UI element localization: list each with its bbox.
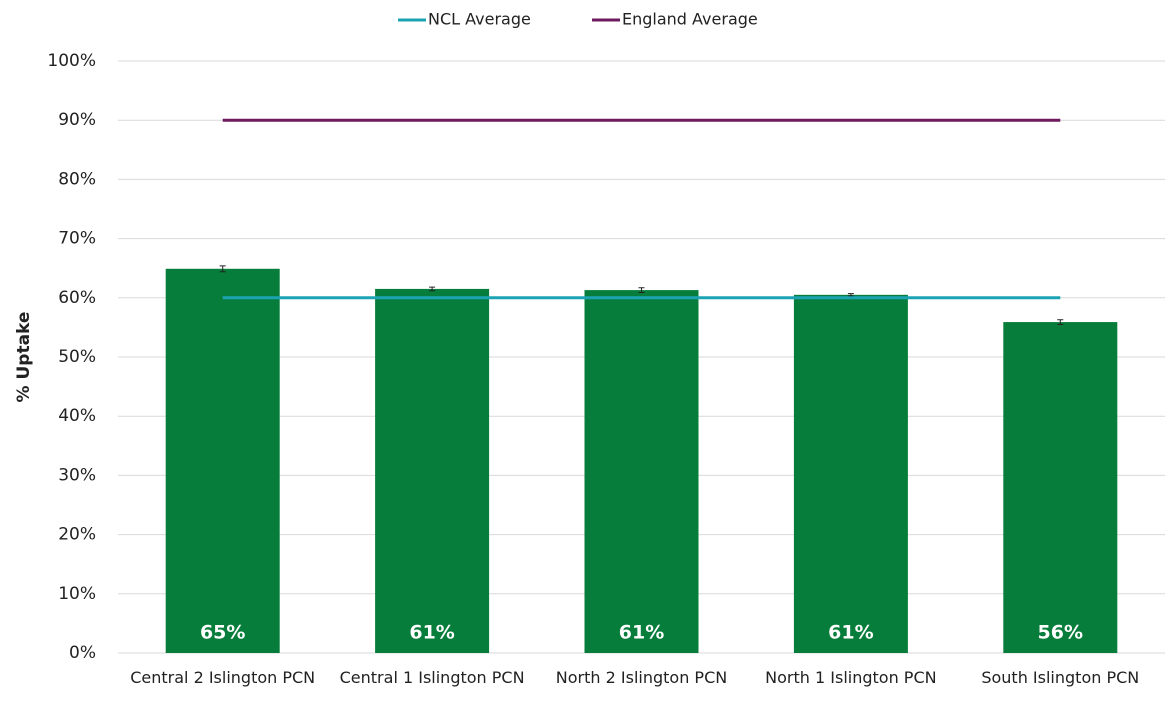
error-bar <box>1057 319 1064 325</box>
bar <box>1003 322 1118 653</box>
y-tick-label: 80% <box>58 169 96 189</box>
y-tick-label: 30% <box>58 465 96 485</box>
bar <box>375 288 490 653</box>
value-label: 61% <box>619 622 664 644</box>
error-bar <box>847 293 854 297</box>
legend-label: England Average <box>622 10 758 29</box>
bar <box>584 290 699 653</box>
y-tick-label: 90% <box>58 110 96 130</box>
error-bar <box>638 287 645 293</box>
x-tick-label: North 1 Islington PCN <box>765 668 937 687</box>
y-axis-label: % Uptake <box>14 312 34 403</box>
x-tick-label: North 2 Islington PCN <box>555 668 728 687</box>
y-tick-label: 70% <box>58 229 96 249</box>
x-tick-label: Central 1 Islington PCN <box>339 668 525 687</box>
y-tick-label: 10% <box>58 584 96 604</box>
value-label: 56% <box>1038 622 1083 644</box>
y-tick-label: 100% <box>47 51 96 71</box>
value-label: 65% <box>200 622 245 644</box>
error-bar <box>219 265 226 273</box>
bar <box>793 294 908 653</box>
value-label: 61% <box>409 622 454 644</box>
y-tick-label: 60% <box>58 288 96 308</box>
y-tick-label: 0% <box>69 643 96 663</box>
y-tick-label: 40% <box>58 406 96 426</box>
value-label: 61% <box>828 622 873 644</box>
x-tick-label: South Islington PCN <box>981 668 1140 687</box>
error-bar <box>429 286 436 292</box>
legend-label: NCL Average <box>428 10 531 29</box>
x-tick-label: Central 2 Islington PCN <box>130 668 316 687</box>
y-tick-label: 50% <box>58 347 96 367</box>
bar <box>165 268 280 653</box>
y-tick-label: 20% <box>58 525 96 545</box>
